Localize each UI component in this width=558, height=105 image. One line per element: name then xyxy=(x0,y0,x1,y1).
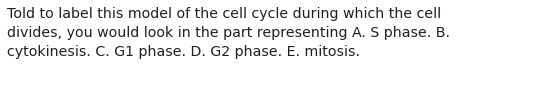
Text: Told to label this model of the cell cycle during which the cell
divides, you wo: Told to label this model of the cell cyc… xyxy=(7,7,450,59)
